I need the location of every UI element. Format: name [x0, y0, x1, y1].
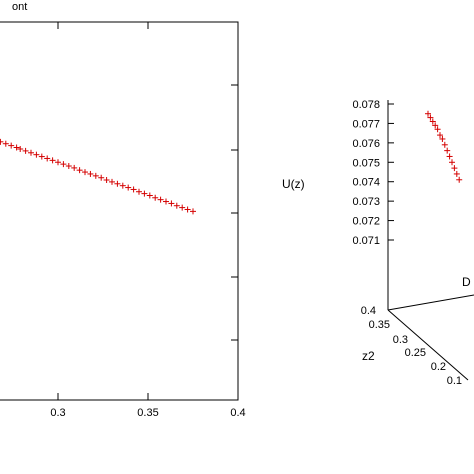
y-tick-label: 0.1	[447, 375, 462, 387]
data-point	[173, 202, 180, 209]
data-point	[439, 135, 446, 142]
x-tick-label: 0.4	[230, 407, 245, 419]
data-point	[130, 186, 137, 193]
y-tick-label: 0.4	[361, 305, 376, 317]
data-point	[60, 161, 67, 168]
legend-fragment: ont	[12, 1, 27, 13]
data-point	[451, 165, 458, 172]
data-point	[190, 208, 196, 215]
data-point	[71, 164, 78, 171]
data-point	[22, 147, 29, 154]
data-point	[429, 118, 436, 125]
z-tick-label: 0.078	[352, 99, 380, 111]
data-point	[432, 122, 439, 129]
data-point	[425, 110, 431, 117]
z-tick-label: 0.074	[352, 177, 380, 189]
data-point	[444, 147, 451, 154]
data-point	[65, 163, 72, 170]
data-point	[456, 176, 463, 183]
data-point	[44, 155, 51, 162]
data-point	[152, 194, 159, 201]
data-point	[109, 178, 115, 185]
left-series	[0, 138, 196, 215]
data-point	[38, 153, 45, 160]
y-tick-label: 0.35	[369, 319, 390, 331]
data-point	[437, 132, 443, 139]
left-y-ticks	[231, 84, 238, 341]
data-point	[2, 140, 9, 147]
z-axis-label: U(z)	[282, 177, 305, 191]
data-point	[163, 198, 169, 205]
z-tick-label: 0.072	[352, 216, 380, 228]
z-tick-label: 0.073	[352, 196, 380, 208]
data-point	[184, 206, 191, 213]
data-point	[55, 159, 61, 166]
z-tick-label: 0.076	[352, 138, 380, 150]
y-tick-label: 0.25	[405, 347, 426, 359]
data-point	[446, 153, 453, 160]
data-point	[125, 184, 132, 191]
data-point	[0, 138, 4, 145]
data-point	[427, 114, 434, 121]
data-point	[76, 167, 83, 174]
x-axis-line	[387, 294, 474, 311]
data-point	[146, 192, 153, 199]
data-point	[157, 196, 164, 203]
z-tick-label: 0.075	[352, 157, 380, 169]
data-point	[119, 182, 126, 189]
data-point	[8, 142, 15, 149]
data-point	[28, 149, 34, 156]
z-tick-label: 0.077	[352, 118, 380, 130]
data-point	[449, 159, 455, 166]
left-plot: ont 0.3 0.35 0.4	[0, 1, 246, 419]
right-series	[425, 110, 463, 183]
data-point	[33, 151, 40, 158]
data-point	[179, 204, 186, 211]
data-point	[98, 174, 105, 181]
x-tick-label: 0.35	[137, 407, 158, 419]
z-ticks: 0.078 0.077 0.076 0.075 0.074 0.073 0.072 0.071	[352, 99, 394, 247]
y-axis-label: z2	[362, 349, 375, 363]
left-x-ticks: 0.3 0.35 0.4	[50, 22, 246, 419]
x-axis-label-fragment: D	[462, 275, 471, 289]
data-point	[92, 172, 99, 179]
y-tick-label: 0.2	[431, 361, 446, 373]
right-plot: U(z) z2 D 0.078 0.077 0.076 0.075 0.074 0.073…	[282, 99, 474, 387]
data-point	[114, 180, 121, 187]
y-ticks: 0.4 0.350.30.25 0.20.1	[361, 305, 462, 387]
y-tick-label: 0.3	[393, 334, 408, 346]
data-point	[136, 188, 142, 195]
data-point	[82, 169, 88, 176]
data-point	[434, 126, 441, 133]
data-point	[453, 170, 460, 177]
x-tick-label: 0.3	[50, 407, 65, 419]
data-point	[87, 170, 94, 177]
data-point	[141, 190, 148, 197]
left-plot-frame	[0, 21, 239, 401]
data-point	[168, 200, 175, 207]
data-point	[441, 141, 448, 148]
data-point	[17, 146, 24, 153]
y-axis-line	[387, 309, 469, 381]
data-point	[13, 144, 20, 151]
data-point	[49, 157, 56, 164]
z-tick-label: 0.071	[352, 235, 380, 247]
data-point	[103, 177, 110, 184]
